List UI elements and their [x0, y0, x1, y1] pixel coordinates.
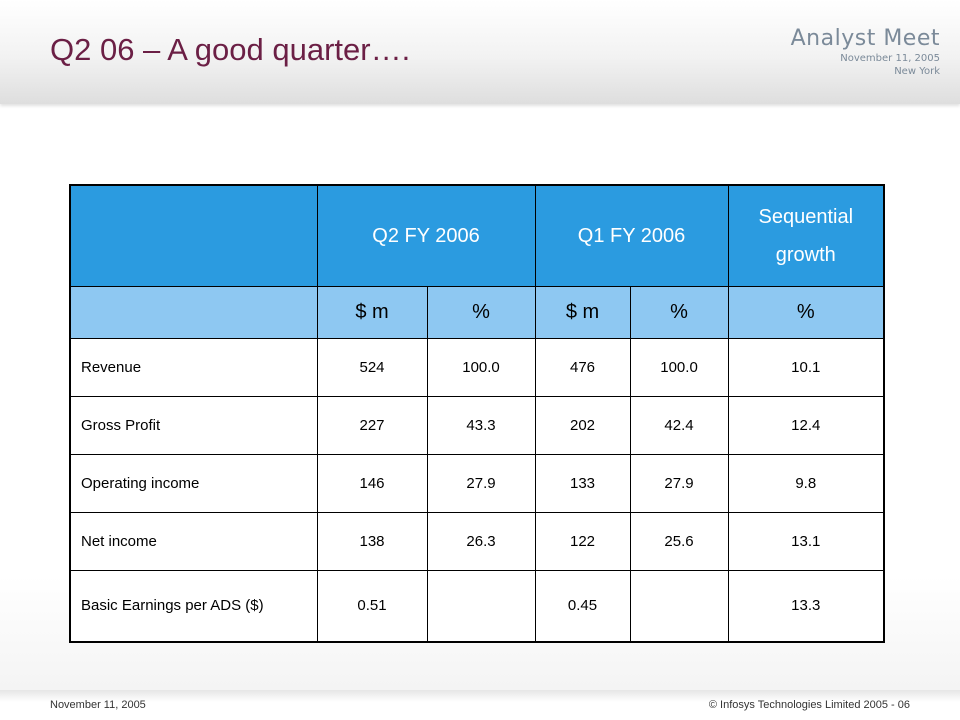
- row-label: Revenue: [69, 338, 318, 397]
- table-header-row: Q2 FY 2006 Q1 FY 2006 Sequential growth: [69, 184, 885, 287]
- event-brand: Analyst Meet November 11, 2005 New York: [791, 26, 940, 78]
- growth-cell: 13.3: [727, 570, 885, 643]
- unit-q1-value: $ m: [534, 286, 631, 339]
- table-row-revenue: Revenue 524 100.0 476 100.0 10.1: [69, 338, 885, 397]
- financial-summary-table: Q2 FY 2006 Q1 FY 2006 Sequential growth …: [69, 184, 886, 643]
- unit-q1-pct: %: [629, 286, 729, 339]
- header-q1-fy2006: Q1 FY 2006: [534, 184, 729, 287]
- q2-pct-cell: 27.9: [426, 454, 536, 513]
- q2-pct-cell: 43.3: [426, 396, 536, 455]
- q2-value-cell: 146: [316, 454, 428, 513]
- q1-value-cell: 476: [534, 338, 631, 397]
- header-q2-fy2006: Q2 FY 2006: [316, 184, 536, 287]
- slide-title: Q2 06 – A good quarter….: [50, 32, 411, 67]
- unit-blank-cell: [69, 286, 318, 339]
- table-unit-row: $ m % $ m % %: [69, 286, 885, 339]
- row-label: Basic Earnings per ADS ($): [69, 570, 318, 643]
- q2-pct-cell: [426, 570, 536, 643]
- growth-cell: 13.1: [727, 512, 885, 571]
- q2-value-cell: 227: [316, 396, 428, 455]
- title-band: [0, 0, 960, 104]
- q1-value-cell: 122: [534, 512, 631, 571]
- q1-pct-cell: 27.9: [629, 454, 729, 513]
- event-title: Analyst Meet: [790, 26, 940, 51]
- table-row-gross-profit: Gross Profit 227 43.3 202 42.4 12.4: [69, 396, 885, 455]
- q2-value-cell: 524: [316, 338, 428, 397]
- row-label: Net income: [69, 512, 318, 571]
- header-blank-cell: [69, 184, 318, 287]
- row-label: Operating income: [69, 454, 318, 513]
- growth-cell: 10.1: [727, 338, 885, 397]
- q2-pct-cell: 100.0: [426, 338, 536, 397]
- table-row-net-income: Net income 138 26.3 122 25.6 13.1: [69, 512, 885, 571]
- q1-value-cell: 0.45: [534, 570, 631, 643]
- footer-copyright: © Infosys Technologies Limited 2005 - 06: [708, 699, 910, 711]
- growth-cell: 12.4: [727, 396, 885, 455]
- header-sequential-growth: Sequential growth: [727, 184, 885, 287]
- q2-value-cell: 0.51: [316, 570, 428, 643]
- event-location: New York: [894, 66, 940, 77]
- footer-date: November 11, 2005: [50, 699, 146, 711]
- q2-value-cell: 138: [316, 512, 428, 571]
- growth-cell: 9.8: [727, 454, 885, 513]
- event-date: November 11, 2005: [840, 53, 940, 64]
- q1-pct-cell: 42.4: [629, 396, 729, 455]
- q1-pct-cell: [629, 570, 729, 643]
- q1-value-cell: 133: [534, 454, 631, 513]
- row-label: Gross Profit: [69, 396, 318, 455]
- q2-pct-cell: 26.3: [426, 512, 536, 571]
- q1-value-cell: 202: [534, 396, 631, 455]
- unit-q2-pct: %: [426, 286, 536, 339]
- footer-band: [0, 690, 960, 720]
- q1-pct-cell: 100.0: [629, 338, 729, 397]
- q1-pct-cell: 25.6: [629, 512, 729, 571]
- table-row-basic-eps: Basic Earnings per ADS ($) 0.51 0.45 13.…: [69, 570, 885, 643]
- table-row-operating-income: Operating income 146 27.9 133 27.9 9.8: [69, 454, 885, 513]
- unit-growth: %: [727, 286, 885, 339]
- unit-q2-value: $ m: [316, 286, 428, 339]
